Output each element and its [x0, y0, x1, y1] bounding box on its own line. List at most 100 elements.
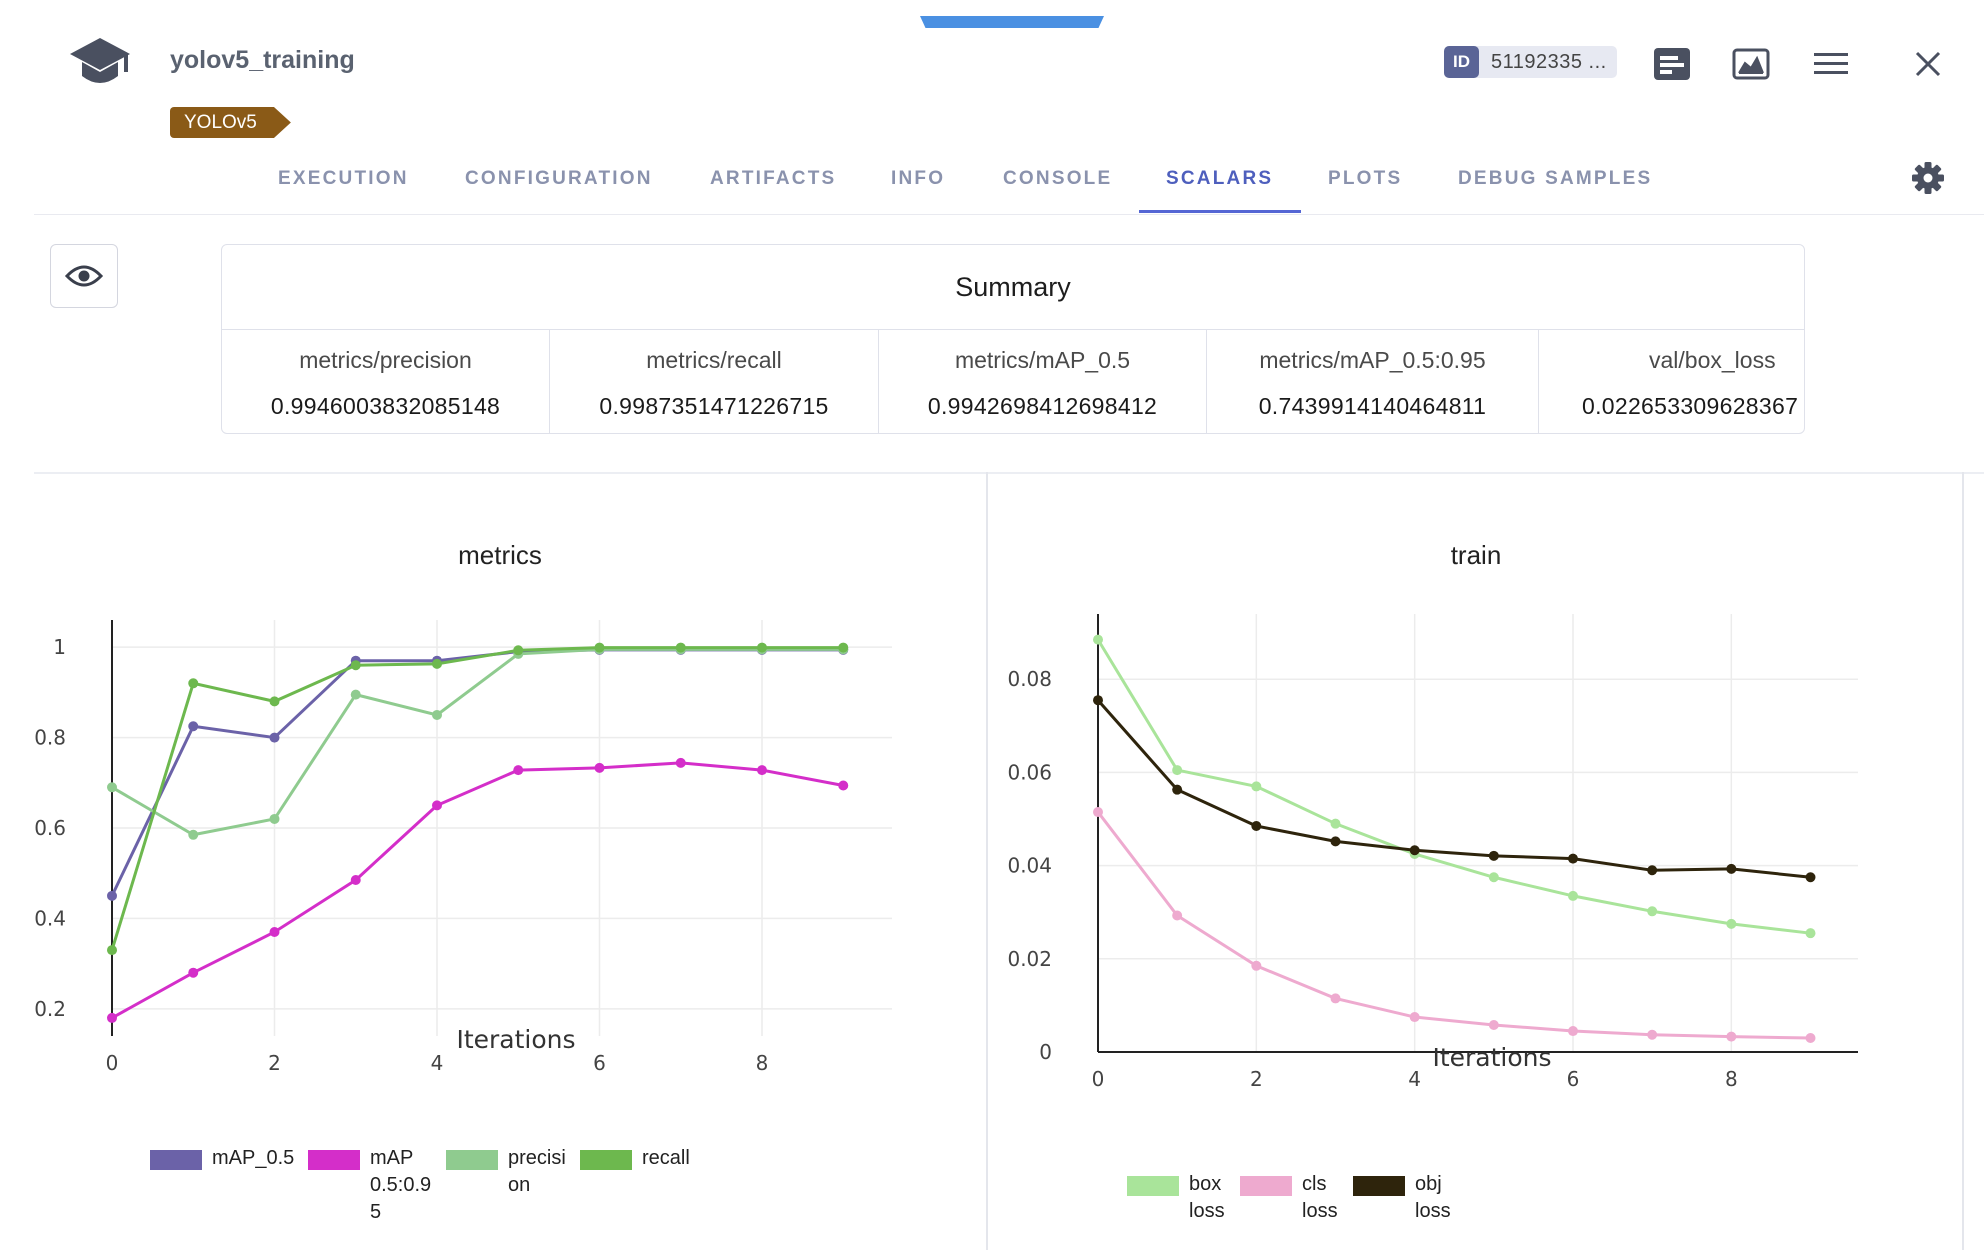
data-point[interactable] — [1568, 890, 1578, 901]
data-point[interactable] — [107, 782, 117, 793]
legend-item[interactable]: precisi on — [446, 1147, 566, 1199]
data-point[interactable] — [432, 800, 442, 811]
legend-item[interactable]: cls loss — [1240, 1173, 1338, 1225]
series-line[interactable] — [110, 646, 844, 951]
data-point[interactable] — [757, 765, 767, 776]
data-point[interactable] — [1805, 928, 1816, 939]
data-point[interactable] — [757, 642, 767, 653]
y-tick-label: 0.6 — [34, 816, 66, 840]
legend-label: cls loss — [1302, 1173, 1338, 1222]
data-point[interactable] — [1251, 960, 1262, 971]
data-point[interactable] — [1726, 1031, 1737, 1042]
data-point[interactable] — [513, 765, 524, 776]
section-divider — [34, 472, 1984, 474]
data-point[interactable] — [432, 658, 442, 669]
data-point[interactable] — [1647, 865, 1658, 876]
series-line[interactable] — [1096, 638, 1811, 935]
menu-button[interactable] — [1811, 44, 1851, 84]
data-point[interactable] — [350, 875, 361, 885]
data-point[interactable] — [513, 645, 524, 656]
data-point[interactable] — [107, 890, 117, 901]
data-point[interactable] — [188, 967, 199, 978]
series-line[interactable] — [110, 648, 844, 897]
image-chart-icon — [1732, 48, 1770, 80]
data-point[interactable] — [838, 642, 849, 653]
train-chart[interactable]: 0 0.02 0.04 0.06 0.08 0 2 4 6 8 Iterations — [988, 600, 1962, 1100]
data-point[interactable] — [675, 642, 686, 653]
data-point[interactable] — [1251, 821, 1262, 832]
experiment-tag[interactable]: YOLOv5 — [170, 107, 291, 138]
data-point[interactable] — [188, 721, 199, 732]
data-point[interactable] — [1805, 1033, 1816, 1044]
data-point[interactable] — [1093, 695, 1103, 706]
data-point[interactable] — [1488, 1019, 1499, 1030]
data-point[interactable] — [269, 813, 280, 824]
legend-item[interactable]: recall — [580, 1147, 690, 1172]
summary-metric-name: metrics/mAP_0.5:0.95 — [1259, 347, 1486, 373]
data-point[interactable] — [269, 732, 280, 743]
data-point[interactable] — [350, 660, 361, 671]
tab-artifacts[interactable]: ARTIFACTS — [710, 168, 837, 189]
data-point[interactable] — [675, 757, 686, 768]
tab-scalars[interactable]: SCALARS — [1166, 168, 1274, 189]
settings-button[interactable] — [1908, 158, 1948, 198]
data-point[interactable] — [594, 762, 605, 773]
series-line[interactable] — [111, 647, 844, 837]
data-point[interactable] — [1172, 910, 1183, 921]
legend-label: precisi on — [508, 1147, 566, 1196]
summary-title: Summary — [222, 245, 1804, 330]
data-point[interactable] — [1568, 1026, 1578, 1037]
data-point[interactable] — [1330, 818, 1341, 829]
data-point[interactable] — [432, 709, 442, 720]
legend-item[interactable]: box loss — [1127, 1173, 1225, 1225]
data-point[interactable] — [1093, 634, 1103, 645]
legend-item[interactable]: mAP 0.5:0.9 5 — [308, 1147, 431, 1226]
data-point[interactable] — [1172, 784, 1183, 795]
tab-info[interactable]: INFO — [891, 168, 946, 189]
data-point[interactable] — [1093, 807, 1103, 818]
data-point[interactable] — [269, 927, 280, 937]
data-point[interactable] — [1805, 872, 1816, 883]
data-point[interactable] — [1726, 918, 1737, 929]
y-tick-label: 0.08 — [1007, 667, 1052, 691]
tab-execution[interactable]: EXECUTION — [278, 168, 409, 189]
data-point[interactable] — [1409, 845, 1420, 856]
id-badge[interactable]: ID 51192335 ... — [1444, 46, 1617, 78]
tab-debug-samples[interactable]: DEBUG SAMPLES — [1458, 168, 1653, 189]
data-point[interactable] — [1647, 1029, 1658, 1040]
data-point[interactable] — [1568, 853, 1578, 864]
tab-configuration[interactable]: CONFIGURATION — [465, 168, 653, 189]
data-point[interactable] — [1726, 863, 1737, 874]
data-point[interactable] — [188, 829, 199, 840]
data-point[interactable] — [594, 642, 605, 653]
tab-plots[interactable]: PLOTS — [1328, 168, 1403, 189]
legend-item[interactable]: mAP_0.5 — [150, 1147, 294, 1172]
data-point[interactable] — [838, 780, 849, 791]
close-button[interactable] — [1908, 44, 1948, 84]
data-point[interactable] — [107, 945, 117, 956]
series-line[interactable] — [111, 761, 844, 1020]
data-point[interactable] — [107, 1012, 117, 1023]
data-point[interactable] — [1330, 836, 1341, 847]
data-point[interactable] — [1488, 872, 1499, 883]
toggle-visibility-button[interactable] — [50, 244, 118, 308]
y-tick-label: 0.8 — [34, 726, 66, 750]
data-point[interactable] — [1172, 765, 1183, 776]
data-point[interactable] — [1330, 993, 1341, 1004]
data-point[interactable] — [188, 678, 199, 689]
data-point[interactable] — [350, 689, 361, 700]
data-point[interactable] — [1488, 850, 1499, 861]
data-point[interactable] — [1647, 906, 1658, 917]
tab-console[interactable]: CONSOLE — [1003, 168, 1113, 189]
series-line[interactable] — [1096, 699, 1811, 879]
legend-swatch — [150, 1150, 202, 1170]
data-point[interactable] — [1251, 781, 1262, 792]
data-point[interactable] — [269, 696, 280, 707]
legend-item[interactable]: obj loss — [1353, 1173, 1451, 1225]
metrics-chart[interactable]: 0.2 0.4 0.6 0.8 1 0 2 4 6 8 Iterations — [0, 600, 986, 1100]
image-view-button[interactable] — [1731, 44, 1771, 84]
series-line[interactable] — [1096, 811, 1811, 1040]
legend-swatch — [1353, 1176, 1405, 1196]
data-point[interactable] — [1409, 1012, 1420, 1023]
details-panel-button[interactable] — [1652, 44, 1692, 84]
